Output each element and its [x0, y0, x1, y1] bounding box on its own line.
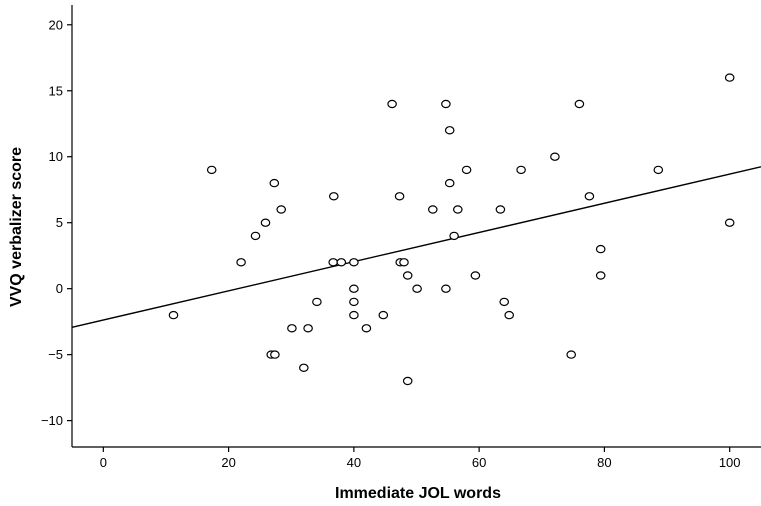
data-point — [449, 231, 459, 241]
x-tick-label: 80 — [597, 455, 611, 470]
data-point — [349, 284, 359, 293]
data-point — [260, 218, 271, 227]
data-point — [550, 152, 560, 161]
data-point — [349, 310, 359, 320]
data-point — [495, 205, 506, 214]
data-point — [349, 258, 359, 267]
data-point — [394, 192, 405, 201]
y-tick-label: 0 — [56, 281, 63, 296]
x-tick-label: 0 — [100, 455, 107, 470]
data-point — [724, 218, 735, 227]
data-point — [444, 178, 455, 188]
data-point — [444, 126, 455, 135]
data-point — [574, 99, 585, 109]
x-axis-ticks: 0 20 40 60 80 100 — [100, 447, 741, 470]
y-tick-label: 20 — [49, 17, 63, 32]
y-axis-ticks: −10 −5 0 5 10 15 20 — [41, 17, 72, 428]
data-point — [361, 324, 372, 333]
data-point — [595, 271, 606, 280]
data-point — [206, 165, 217, 175]
data-point — [402, 271, 413, 280]
y-axis-label: VVQ verbalizer score — [8, 147, 25, 307]
data-point — [452, 205, 463, 214]
data-point — [584, 192, 595, 201]
y-tick-label: −10 — [41, 413, 63, 428]
data-point — [653, 165, 664, 175]
data-point — [250, 231, 261, 241]
data-point — [566, 350, 576, 359]
data-point — [499, 297, 509, 307]
regression-line — [71, 166, 761, 329]
x-tick-label: 20 — [221, 455, 235, 470]
data-point — [298, 363, 309, 372]
data-point — [270, 350, 280, 359]
data-point — [470, 271, 481, 280]
data-point — [724, 73, 735, 82]
data-point — [269, 178, 280, 188]
data-point — [276, 205, 286, 214]
data-point — [312, 297, 322, 307]
data-point — [441, 284, 451, 293]
y-tick-label: −5 — [48, 347, 63, 362]
data-point — [461, 165, 472, 175]
x-tick-label: 100 — [719, 455, 741, 470]
data-point — [402, 376, 413, 386]
data-point — [336, 258, 347, 267]
y-tick-label: 5 — [56, 215, 63, 230]
data-point — [387, 99, 397, 109]
data-point — [236, 258, 246, 267]
x-tick-label: 60 — [472, 455, 486, 470]
data-point — [303, 324, 313, 333]
y-tick-label: 15 — [49, 83, 63, 98]
data-point — [427, 205, 438, 214]
data-point — [349, 297, 359, 307]
data-point — [378, 310, 389, 320]
data-point — [441, 99, 451, 109]
data-point — [504, 310, 514, 320]
data-point — [412, 284, 422, 293]
x-tick-label: 40 — [347, 455, 361, 470]
data-point — [168, 310, 179, 320]
x-axis-label: Immediate JOL words — [335, 485, 501, 502]
plot-area — [71, 73, 761, 386]
data-point — [287, 324, 297, 333]
data-point — [328, 192, 339, 201]
data-point — [328, 258, 338, 267]
data-point — [595, 244, 606, 254]
data-point — [516, 165, 526, 175]
data-point — [399, 258, 409, 267]
y-tick-label: 10 — [49, 149, 63, 164]
